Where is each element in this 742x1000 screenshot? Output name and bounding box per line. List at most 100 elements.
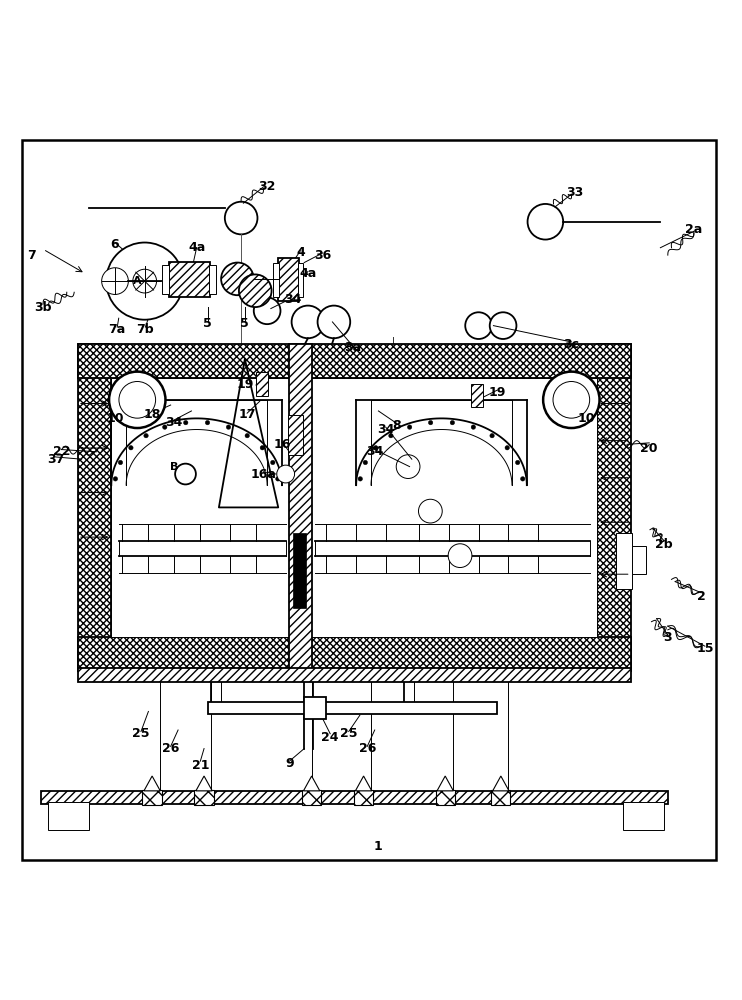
Text: 19: 19: [488, 386, 506, 399]
Circle shape: [254, 297, 280, 324]
Bar: [111, 378, 597, 637]
Bar: [623, 802, 664, 830]
Circle shape: [528, 204, 563, 240]
Circle shape: [407, 425, 412, 429]
Text: 25: 25: [132, 727, 150, 740]
Bar: [41, 791, 668, 804]
Circle shape: [128, 446, 133, 450]
Bar: [289, 344, 312, 671]
Circle shape: [516, 460, 520, 465]
Text: 34: 34: [377, 423, 395, 436]
Text: 34: 34: [366, 445, 384, 458]
Polygon shape: [196, 776, 212, 791]
Circle shape: [183, 420, 188, 425]
Circle shape: [175, 464, 196, 484]
Circle shape: [396, 455, 420, 478]
Circle shape: [118, 460, 122, 465]
Circle shape: [102, 268, 128, 294]
Circle shape: [465, 312, 492, 339]
Text: 5: 5: [203, 317, 212, 330]
Bar: [302, 790, 321, 805]
Text: 2: 2: [697, 590, 706, 603]
Polygon shape: [355, 776, 372, 791]
Text: 5: 5: [240, 317, 249, 330]
Bar: [78, 637, 631, 671]
Circle shape: [543, 372, 600, 428]
Text: 2b: 2b: [655, 538, 673, 551]
Circle shape: [389, 433, 393, 438]
Text: 3c: 3c: [563, 338, 580, 351]
Bar: [78, 344, 631, 378]
Text: 21: 21: [191, 759, 209, 772]
Text: 6: 6: [111, 238, 119, 251]
Text: 4a: 4a: [188, 241, 206, 254]
Circle shape: [520, 477, 525, 481]
Bar: [273, 263, 279, 297]
Circle shape: [239, 274, 272, 307]
Text: 9: 9: [285, 757, 294, 770]
Circle shape: [271, 460, 275, 465]
Bar: [78, 344, 111, 671]
Bar: [194, 790, 214, 805]
Text: 18: 18: [143, 408, 161, 421]
Bar: [293, 533, 306, 608]
Bar: [256, 372, 268, 396]
Circle shape: [109, 372, 165, 428]
Text: 3: 3: [663, 631, 672, 644]
Polygon shape: [437, 776, 453, 791]
Circle shape: [275, 477, 280, 481]
Circle shape: [226, 425, 231, 429]
Bar: [632, 546, 646, 574]
Text: B: B: [170, 462, 179, 472]
Text: 4a: 4a: [299, 267, 317, 280]
Circle shape: [450, 420, 455, 425]
Bar: [162, 265, 169, 294]
Bar: [209, 265, 216, 294]
Text: 10: 10: [106, 412, 124, 425]
Circle shape: [225, 202, 257, 234]
Circle shape: [471, 425, 476, 429]
Text: 7b: 7b: [137, 323, 154, 336]
Text: 17: 17: [238, 408, 256, 421]
Text: 7: 7: [27, 249, 36, 262]
Circle shape: [206, 420, 210, 425]
Text: 19: 19: [236, 378, 254, 391]
Circle shape: [106, 243, 183, 320]
Bar: [78, 668, 631, 682]
Bar: [169, 262, 210, 297]
Circle shape: [292, 306, 324, 338]
Text: 34: 34: [165, 416, 183, 429]
Polygon shape: [493, 776, 509, 791]
Text: 16a: 16a: [251, 468, 276, 481]
Circle shape: [553, 382, 590, 418]
Text: 1: 1: [374, 840, 383, 853]
Bar: [436, 790, 455, 805]
Circle shape: [373, 446, 378, 450]
Circle shape: [114, 477, 118, 481]
Bar: [278, 258, 299, 301]
Text: A: A: [133, 276, 142, 286]
Text: 26: 26: [358, 742, 376, 755]
Text: 36: 36: [314, 249, 332, 262]
Text: 16: 16: [273, 438, 291, 451]
Circle shape: [490, 312, 516, 339]
Circle shape: [318, 306, 350, 338]
Bar: [597, 344, 631, 671]
Text: 20: 20: [640, 442, 658, 455]
Circle shape: [245, 433, 249, 438]
Bar: [142, 790, 162, 805]
Circle shape: [418, 499, 442, 523]
Polygon shape: [303, 776, 320, 791]
Bar: [288, 415, 303, 455]
Bar: [298, 263, 303, 297]
Circle shape: [277, 465, 295, 483]
Text: 3b: 3b: [34, 301, 52, 314]
Bar: [616, 533, 632, 589]
Circle shape: [358, 477, 363, 481]
Text: 25: 25: [340, 727, 358, 740]
Text: 3a: 3a: [344, 341, 361, 354]
Text: 8: 8: [393, 419, 401, 432]
Circle shape: [505, 446, 510, 450]
Text: 26: 26: [162, 742, 180, 755]
Bar: [491, 790, 510, 805]
